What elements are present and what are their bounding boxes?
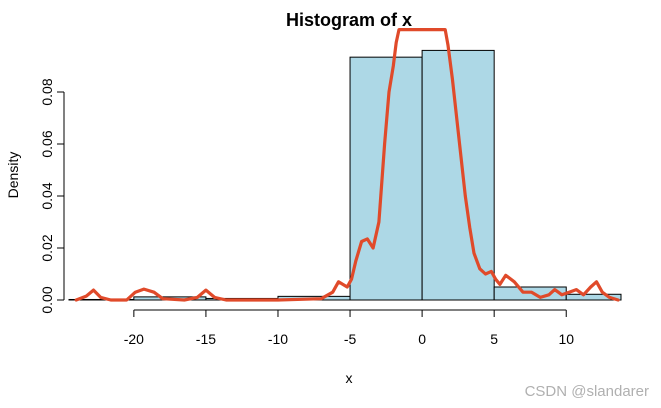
density-curve: [74, 28, 620, 302]
x-tick-label: -15: [196, 331, 216, 347]
x-tick-label: -10: [268, 331, 288, 347]
y-tick-label: 0.04: [39, 182, 55, 209]
histogram-bar: [421, 49, 495, 301]
x-tick-label: -20: [124, 331, 144, 347]
x-axis-label: x: [346, 370, 353, 386]
density-curve-group: [74, 28, 620, 302]
y-tick-label: 0.08: [39, 78, 55, 105]
chart-title: Histogram of x: [286, 10, 412, 30]
y-tick-label: 0.00: [39, 286, 55, 313]
bar-group: [68, 49, 622, 301]
histogram-bar: [565, 293, 622, 301]
x-tick-label: 10: [558, 331, 574, 347]
x-tick-label: -5: [344, 331, 357, 347]
y-tick-label: 0.06: [39, 130, 55, 157]
x-axis: -20 -15 -10 -5 0 5 10: [124, 309, 574, 347]
histogram-bar: [349, 56, 423, 301]
y-axis-label: Density: [5, 152, 21, 199]
x-tick-label: 0: [418, 331, 426, 347]
x-tick-label: 5: [490, 331, 498, 347]
watermark: CSDN @slandarer: [524, 383, 649, 400]
y-tick-label: 0.02: [39, 234, 55, 261]
y-axis: 0.00 0.02 0.04 0.06 0.08: [39, 78, 65, 314]
